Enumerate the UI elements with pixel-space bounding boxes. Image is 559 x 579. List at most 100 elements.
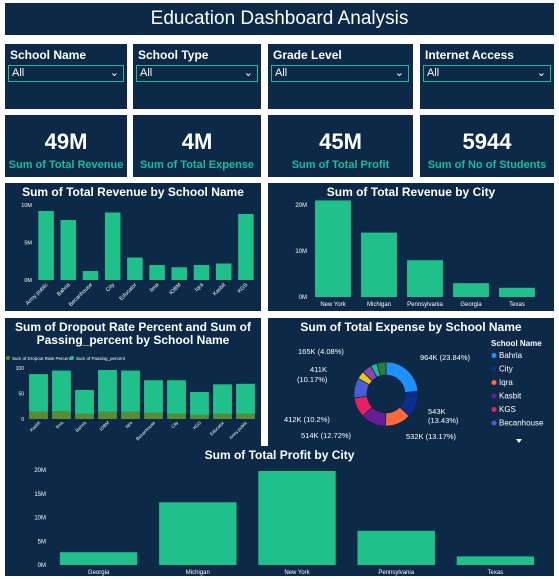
school-type-dropdown[interactable]: All ⌄ xyxy=(136,65,258,82)
legend-marker xyxy=(70,356,74,360)
data-label: 543K xyxy=(428,407,446,416)
data-label: 165K (4.08%) xyxy=(298,347,344,356)
dropout-bar xyxy=(52,411,71,419)
y-tick-label: 0M xyxy=(299,295,307,301)
title-bar: Education Dashboard Analysis xyxy=(5,3,554,35)
bar xyxy=(499,287,535,297)
bar xyxy=(456,556,535,565)
expense-donut-svg: 964K (23.84%) 543K(13.43%) 532K (13.17%) 51… xyxy=(284,339,544,443)
x-tick-label: Kasbit xyxy=(29,420,42,433)
dropout-bar xyxy=(190,414,209,419)
passing-bar xyxy=(167,380,186,414)
chevron-down-icon: ⌄ xyxy=(536,67,546,79)
passing-bar xyxy=(98,370,117,412)
kpi-label: Sum of Total Revenue xyxy=(8,159,124,171)
filter-school-type: School Type All ⌄ xyxy=(133,44,261,109)
bar xyxy=(357,530,435,565)
chevron-down-icon: ⌄ xyxy=(394,67,404,79)
filter-label: School Type xyxy=(138,48,209,62)
legend-label: Iqra xyxy=(499,378,513,387)
chart-title: Sum of Total Expense by School Name xyxy=(300,320,522,334)
kpi-label: Sum of Total Expense xyxy=(139,159,255,171)
internet-access-dropdown[interactable]: All ⌄ xyxy=(423,65,551,82)
data-label: 514K (12.72%) xyxy=(301,431,352,440)
profit-by-city-chart: Sum of Total Profit by City 0M 5M 10M 15M 20… xyxy=(5,446,554,576)
legend-marker xyxy=(491,393,497,399)
x-tick-label: Army public xyxy=(25,282,50,307)
bar xyxy=(159,502,237,565)
x-tick-label: Bahria xyxy=(74,420,87,433)
x-tick-label: Bahria xyxy=(56,282,72,298)
legend-title: School Name xyxy=(491,339,542,348)
filter-value: All xyxy=(275,67,288,79)
x-tick-label: City xyxy=(105,282,116,293)
profit-by-city-svg: 0M 5M 10M 15M 20M Georgia Michigan New York Penn… xyxy=(34,468,535,576)
bar xyxy=(38,211,54,280)
filter-label: School Name xyxy=(10,48,87,62)
legend-marker xyxy=(6,356,10,360)
x-tick-label: Ilma xyxy=(55,420,65,430)
passing-bar xyxy=(75,389,94,414)
passing-bar xyxy=(52,370,71,412)
passing-bar xyxy=(29,374,48,412)
dropout-bar xyxy=(213,413,232,419)
y-tick-label: 20M xyxy=(295,203,307,209)
filter-value: All xyxy=(140,67,153,79)
passing-bar xyxy=(190,391,209,415)
dropout-passing-svg: Sum of Dropout Rate Percent Sum of Passin… xyxy=(6,356,255,441)
bar xyxy=(149,265,165,280)
revenue-by-city-svg: 0M 10M 20M New York Michigan Pennsylvania Geor… xyxy=(295,200,535,308)
filter-label: Grade Level xyxy=(273,48,342,62)
dropout-bar xyxy=(121,411,140,419)
chart-title: Sum of Total Revenue by City xyxy=(326,185,496,199)
school-name-dropdown[interactable]: All ⌄ xyxy=(8,65,124,82)
y-tick-label: 10M xyxy=(295,249,307,255)
x-tick-label: Becanhouse xyxy=(68,282,94,308)
x-tick-label: Pennsylvania xyxy=(378,570,414,576)
kpi-no-of-students: 5944 Sum of No of Students xyxy=(420,115,554,177)
x-tick-label: KGS xyxy=(192,420,202,430)
filter-grade-level: Grade Level All ⌄ xyxy=(268,44,413,109)
bar xyxy=(171,267,188,280)
dropout-bar xyxy=(75,413,94,419)
revenue-by-school-chart: Sum of Total Revenue by School Name 0M 5M… xyxy=(5,183,261,311)
legend-label: City xyxy=(499,365,513,374)
filter-school-name: School Name All ⌄ xyxy=(5,44,127,109)
bar xyxy=(104,212,121,280)
x-tick-label: Georgia xyxy=(460,302,482,308)
dropout-bar xyxy=(144,412,163,419)
y-tick-label: 5M xyxy=(24,241,32,247)
donut-slice xyxy=(385,361,419,393)
x-tick-label: Texas xyxy=(509,302,525,308)
kpi-total-revenue: 49M Sum of Total Revenue xyxy=(5,115,127,177)
kpi-value: 5944 xyxy=(462,129,512,154)
filter-value: All xyxy=(427,67,440,79)
filter-value: All xyxy=(12,67,25,79)
kpi-label: Sum of Total Profit xyxy=(291,159,390,171)
x-tick-label: Kasbit xyxy=(212,282,227,297)
legend-label: KGS xyxy=(499,405,516,414)
legend-label: Kasbit xyxy=(499,392,522,401)
x-tick-label: Texas xyxy=(488,570,504,576)
legend-scroll-down-icon xyxy=(516,439,522,443)
filter-internet-access: Internet Access All ⌄ xyxy=(420,44,554,109)
kpi-total-expense: 4M Sum of Total Expense xyxy=(133,115,261,177)
x-tick-label: IOBM xyxy=(169,282,183,296)
chart-title: Sum of Dropout Rate Percent and Sum of P… xyxy=(14,320,251,347)
grade-level-dropdown[interactable]: All ⌄ xyxy=(271,65,409,82)
bar xyxy=(59,552,138,565)
data-label: 411K xyxy=(310,365,327,374)
x-tick-label: New York xyxy=(320,302,346,308)
kpi-total-profit: 45M Sum of Total Profit xyxy=(268,115,413,177)
passing-bar xyxy=(236,383,255,414)
x-tick-label: Michigan xyxy=(186,570,210,576)
data-label: 532K (13.17%) xyxy=(406,432,457,441)
bar xyxy=(60,220,77,280)
bar xyxy=(127,257,143,280)
bar xyxy=(407,260,443,297)
chevron-down-icon: ⌄ xyxy=(109,67,119,79)
data-label: 412K (10.2%) xyxy=(284,415,330,424)
bar xyxy=(258,470,336,565)
dashboard-title: Education Dashboard Analysis xyxy=(150,8,409,29)
